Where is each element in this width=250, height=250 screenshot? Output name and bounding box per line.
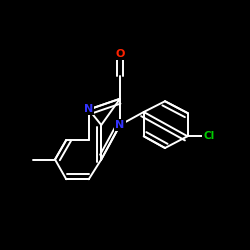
Text: N: N [116, 120, 124, 130]
Text: Cl: Cl [203, 131, 214, 141]
Text: N: N [84, 104, 94, 115]
Text: O: O [115, 49, 125, 59]
